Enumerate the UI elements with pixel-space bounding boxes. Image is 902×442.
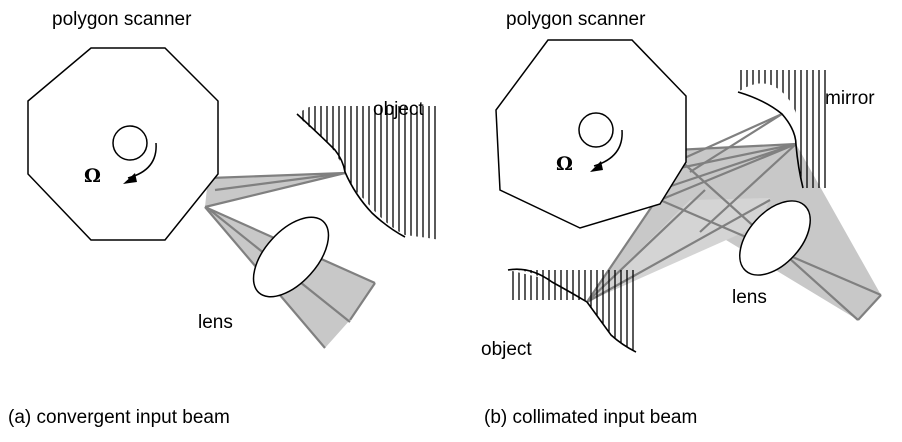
panel-b-title: polygon scanner [506,9,646,30]
caption-a: (a) convergent input beam [8,407,230,428]
object-label-b: object [481,339,532,360]
panel-b [495,39,882,353]
lens-b [739,200,811,276]
polygon-scanner-a [27,47,219,241]
mirror-label-b: mirror [825,88,875,109]
polygon-scanner-b [495,39,687,229]
caption-b: (b) collimated input beam [484,407,698,428]
rotation-arrowhead-a [123,173,137,184]
panel-a-title: polygon scanner [52,9,192,30]
rotation-symbol-a: Ω [84,165,101,187]
object-label-a: object [373,99,424,120]
panel-a [27,47,440,349]
rotation-circle-a [112,125,148,161]
rotation-symbol-b: Ω [556,153,573,175]
rotation-circle-b [578,112,614,148]
rotation-arrowhead-b [590,161,603,172]
lens-label-a: lens [198,312,233,333]
lens-label-b: lens [732,287,767,308]
lens-a [252,216,330,298]
